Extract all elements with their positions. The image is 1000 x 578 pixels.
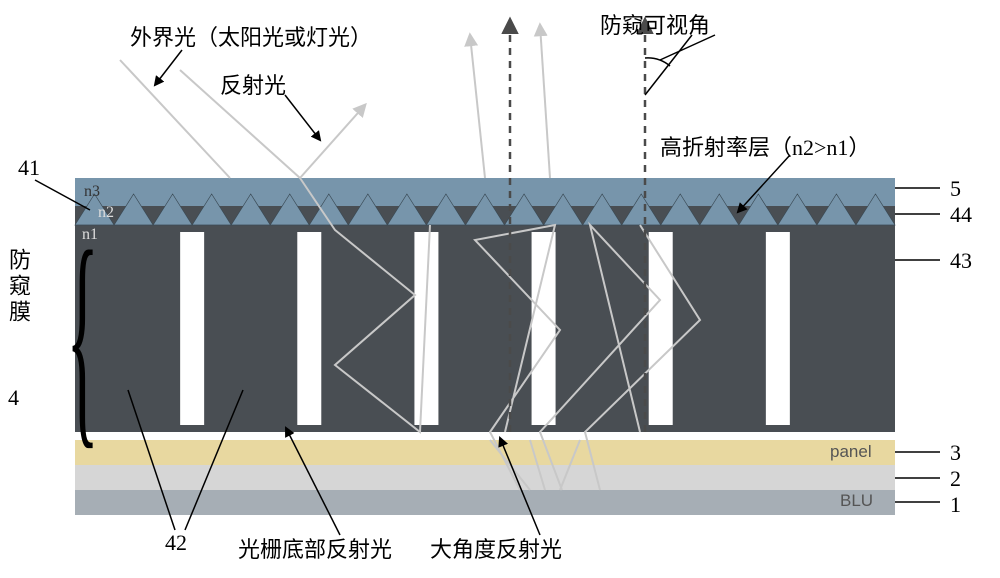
- brace-privacy-film: {: [66, 215, 98, 455]
- label-4: 4: [8, 385, 19, 411]
- label-reflected-light: 反射光: [220, 68, 286, 100]
- label-41: 41: [18, 155, 40, 181]
- label-panel: panel: [830, 442, 872, 462]
- label-42: 42: [165, 530, 187, 556]
- label-n2: n2: [98, 204, 114, 222]
- leader-lines-right: [895, 188, 940, 502]
- label-external-light: 外界光（太阳光或灯光）: [130, 20, 372, 52]
- label-privacy-film: 防窥膜: [2, 248, 34, 326]
- privacy-angle-arc: [645, 35, 692, 95]
- label-43: 43: [950, 248, 972, 274]
- layer-3: [75, 440, 895, 465]
- layer-2: [75, 465, 895, 490]
- label-n3: n3: [84, 183, 100, 201]
- label-44: 44: [950, 202, 972, 228]
- gap: [75, 432, 895, 440]
- label-3: 3: [950, 440, 961, 466]
- label-high-index-layer: 高折射率层（n2>n1）: [660, 130, 870, 162]
- label-privacy-angle: 防窥可视角: [600, 8, 710, 40]
- label-blu: BLU: [840, 491, 873, 511]
- label-1: 1: [950, 492, 961, 518]
- label-grating-bottom-reflect: 光栅底部反射光: [238, 532, 392, 564]
- label-large-angle-reflect: 大角度反射光: [430, 532, 562, 564]
- label-2: 2: [950, 466, 961, 492]
- layer-1-blu: [75, 490, 895, 515]
- label-5: 5: [950, 176, 961, 202]
